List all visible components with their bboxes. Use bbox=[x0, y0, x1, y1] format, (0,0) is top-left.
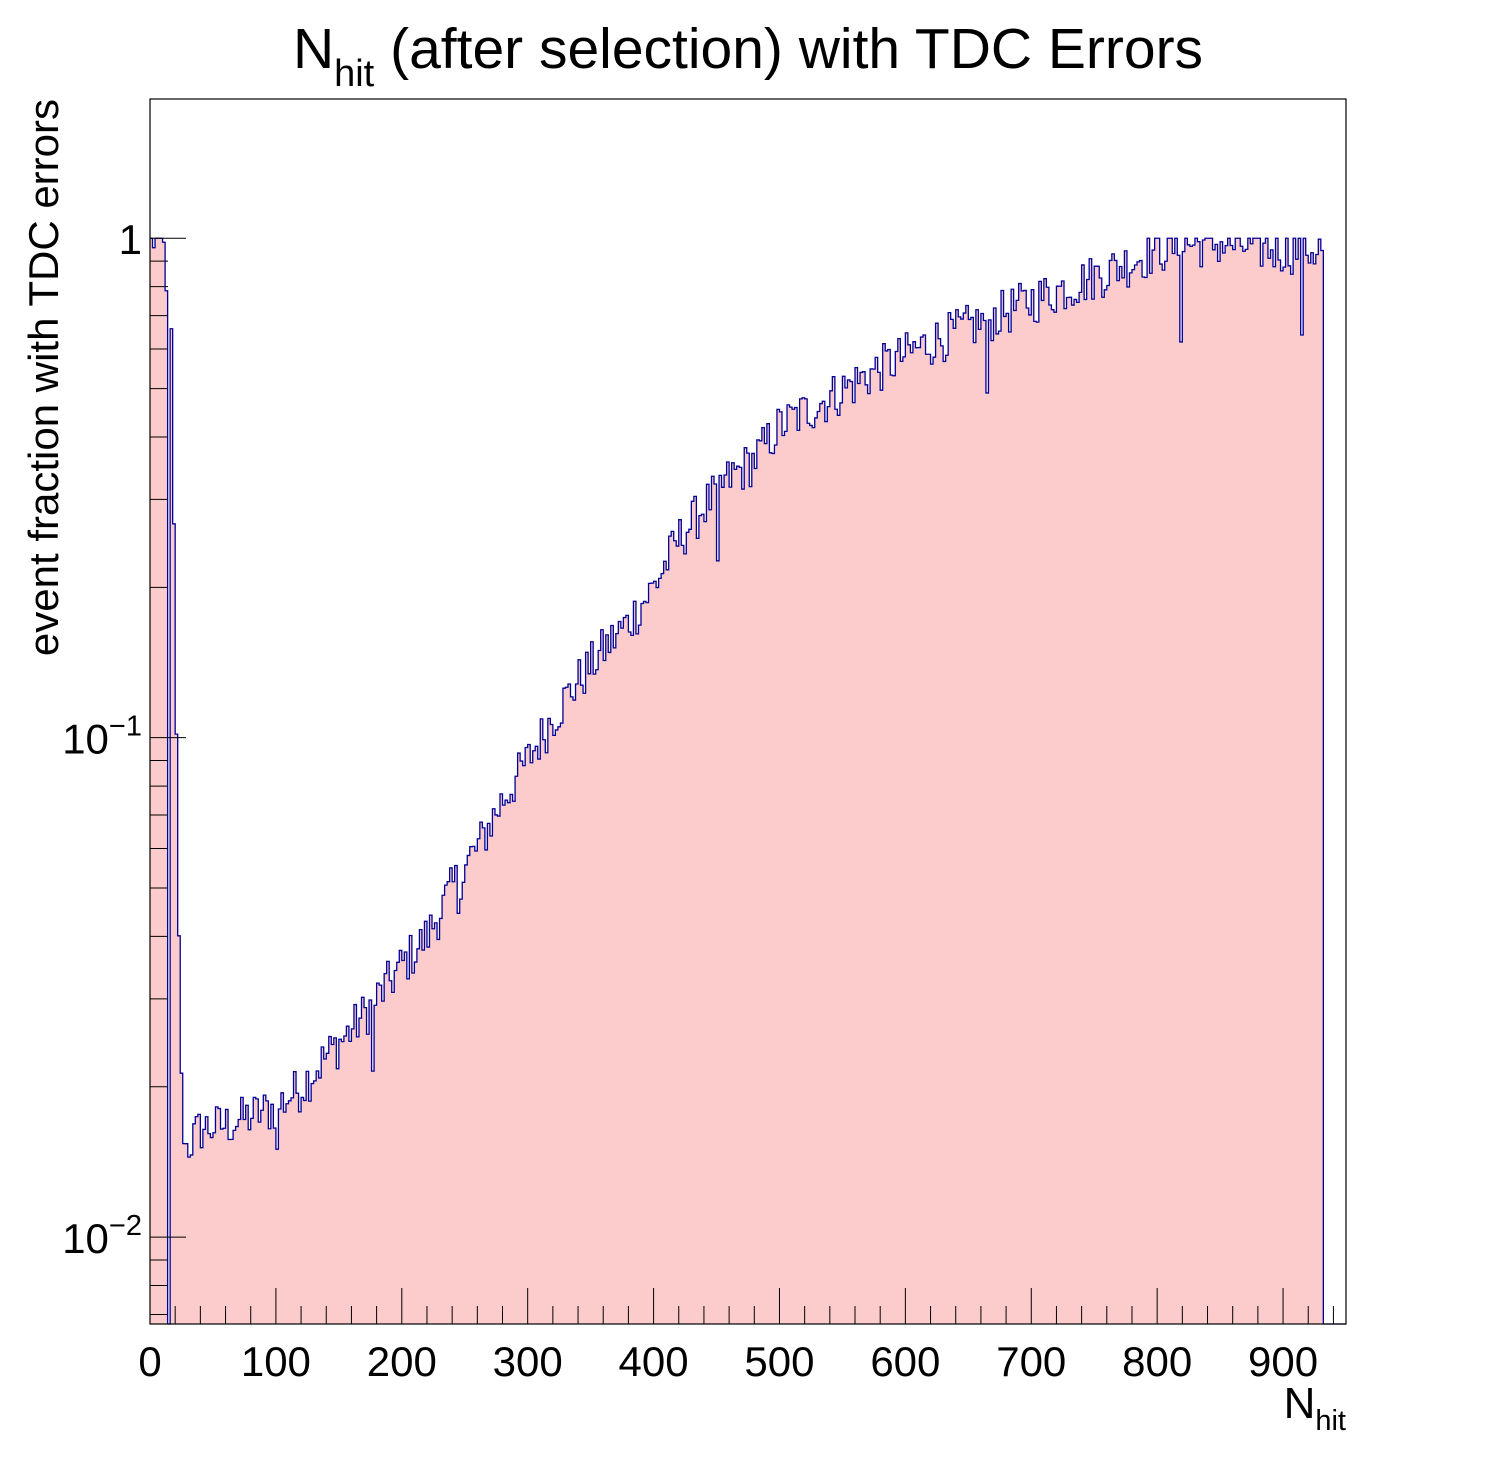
x-tick-label: 0 bbox=[138, 1338, 161, 1385]
y-tick-label-exponent: −1 bbox=[109, 711, 142, 743]
chart-title-subscript: hit bbox=[334, 53, 375, 95]
x-tick-label: 700 bbox=[996, 1338, 1066, 1385]
y-tick-label: 1 bbox=[119, 216, 142, 263]
x-tick-label: 200 bbox=[367, 1338, 437, 1385]
plot-frame bbox=[149, 98, 1347, 1325]
x-tick-label: 100 bbox=[241, 1338, 311, 1385]
chart-title: Nhit (after selection) with TDC Errors bbox=[293, 17, 1203, 95]
x-tick-label: 500 bbox=[744, 1338, 814, 1385]
y-tick-label: 10−1 bbox=[62, 711, 142, 763]
histogram-outline bbox=[150, 237, 1346, 1325]
x-axis-label-subscript: hit bbox=[1315, 1405, 1346, 1437]
x-tick-label: 300 bbox=[493, 1338, 563, 1385]
x-axis-label-main: N bbox=[1284, 1379, 1316, 1428]
chart-title-main: N bbox=[293, 17, 334, 81]
x-axis-tick-labels: 0 100 200 300 400 500 600 700 800 900 bbox=[138, 1338, 1318, 1385]
y-tick-label: 10−2 bbox=[62, 1210, 142, 1262]
y-tick-label-exponent: −2 bbox=[109, 1210, 142, 1242]
chart-title-rest: (after selection) with TDC Errors bbox=[374, 17, 1203, 81]
y-axis-ticks bbox=[150, 237, 186, 1315]
x-tick-label: 600 bbox=[870, 1338, 940, 1385]
x-axis-ticks bbox=[149, 1288, 1334, 1324]
y-tick-label-base: 10 bbox=[62, 1215, 109, 1262]
y-axis-label: event fraction with TDC errors bbox=[20, 99, 67, 656]
y-tick-label-base: 10 bbox=[62, 716, 109, 763]
y-tick-label-base: 1 bbox=[119, 216, 142, 263]
y-axis-tick-labels: 110−110−2 bbox=[62, 216, 142, 1262]
x-tick-label: 900 bbox=[1248, 1338, 1318, 1385]
x-tick-label: 400 bbox=[619, 1338, 689, 1385]
histogram-fill bbox=[150, 238, 1346, 1324]
x-axis-label: Nhit bbox=[1284, 1379, 1346, 1437]
x-tick-label: 800 bbox=[1122, 1338, 1192, 1385]
